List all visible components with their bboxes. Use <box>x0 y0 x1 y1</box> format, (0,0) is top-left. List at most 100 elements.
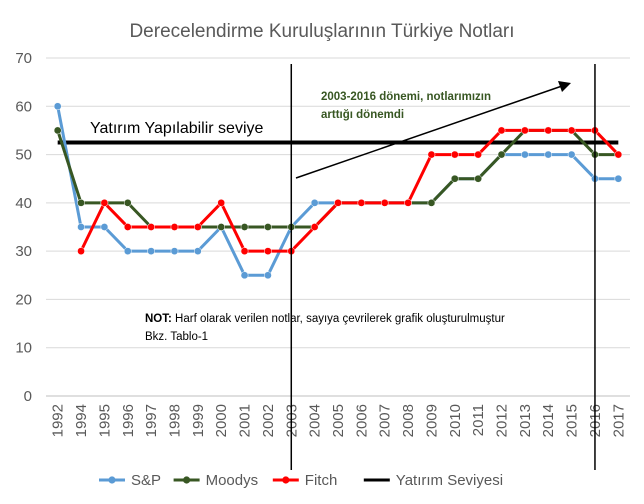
x-tick-label: 2002 <box>260 404 277 437</box>
x-tick-label: 1992 <box>50 404 67 437</box>
data-point-s-p <box>123 247 132 255</box>
x-tick-label: 2012 <box>494 404 511 437</box>
data-point-fitch <box>310 223 319 231</box>
data-point-s-p <box>264 271 272 280</box>
annotations: Yatırım Yapılabilir seviye 2003-2016 dön… <box>90 81 571 343</box>
data-point-moodys <box>77 199 85 207</box>
x-tick-label: 2013 <box>517 404 534 437</box>
data-point-s-p <box>567 150 576 159</box>
data-point-s-p <box>53 102 62 111</box>
data-point-fitch <box>334 199 342 207</box>
legend-label: Fitch <box>305 472 338 489</box>
legend-marker <box>282 476 290 484</box>
data-point-s-p <box>240 271 249 280</box>
legend: S&P Moodys Fitch Yatırım Seviyesi <box>99 472 503 489</box>
data-point-fitch <box>100 199 109 207</box>
data-point-fitch <box>240 247 249 255</box>
data-point-moodys <box>450 174 459 183</box>
legend-label: Yatırım Seviyesi <box>396 472 503 489</box>
x-tick-label: 2008 <box>400 404 417 437</box>
data-point-s-p <box>170 247 179 255</box>
series-fitch <box>77 126 623 255</box>
x-tick-label: 2005 <box>330 404 347 437</box>
x-tick-label: 2007 <box>377 404 394 437</box>
legend-item-fitch: Fitch <box>272 472 338 489</box>
note-text: NOT: Harf olarak verilen notlar, sayıya … <box>145 313 505 325</box>
data-point-s-p <box>193 247 202 255</box>
data-point-s-p <box>100 223 109 231</box>
note-line2: Bkz. Tablo-1 <box>145 331 208 343</box>
data-point-fitch <box>614 150 623 159</box>
data-point-fitch <box>427 150 436 159</box>
y-tick-label: 30 <box>15 243 32 260</box>
x-tick-label: 1999 <box>190 404 207 437</box>
vertical-markers <box>290 64 596 470</box>
x-tick-label: 2010 <box>447 404 464 437</box>
data-point-moodys <box>123 199 132 207</box>
y-tick-label: 0 <box>24 388 32 405</box>
series-group <box>53 102 623 280</box>
data-point-fitch <box>77 247 85 255</box>
x-tick-label: 2015 <box>564 404 581 437</box>
x-tick-label: 2009 <box>423 404 440 437</box>
period-annotation-line2: arttığı dönemdi <box>321 109 404 121</box>
x-tick-label: 2004 <box>307 404 324 437</box>
x-tick-label: 2001 <box>237 404 254 437</box>
x-tick-label: 1996 <box>120 404 137 437</box>
legend-item-moodys: Moodys <box>173 472 259 489</box>
x-tick-label: 1997 <box>143 404 160 437</box>
y-tick-label: 70 <box>15 50 32 67</box>
data-point-fitch <box>544 126 553 135</box>
period-annotation-line1: 2003-2016 dönemi, notlarımızın <box>321 91 491 103</box>
data-point-fitch <box>380 199 389 207</box>
y-tick-label: 10 <box>15 340 32 357</box>
data-point-moodys <box>474 174 483 183</box>
legend-marker <box>108 476 116 484</box>
legend-label: S&P <box>131 472 161 489</box>
x-axis: 1992 1994 1995 1996 1997 1998 1999 2000 2001 2002… <box>50 404 628 437</box>
chart-title: Derecelendirme Kuruluşlarının Türkiye No… <box>129 21 514 42</box>
data-point-moodys <box>264 223 272 231</box>
data-point-s-p <box>521 150 529 159</box>
data-point-fitch <box>193 223 202 231</box>
legend-item-yat-r-m-seviyesi: Yatırım Seviyesi <box>363 472 503 489</box>
data-point-fitch <box>474 150 483 159</box>
note-bold: NOT: <box>145 313 172 325</box>
investment-label: Yatırım Yapılabilir seviye <box>90 120 264 137</box>
note-line1: Harf olarak verilen notlar, sayıya çevri… <box>172 313 505 325</box>
data-point-fitch <box>521 126 529 135</box>
data-point-moodys <box>240 223 249 231</box>
y-tick-label: 40 <box>15 195 32 212</box>
data-point-moodys <box>217 223 226 231</box>
data-point-moodys <box>53 126 62 135</box>
x-tick-label: 2000 <box>213 404 230 437</box>
data-point-fitch <box>170 223 179 231</box>
data-point-s-p <box>614 174 623 183</box>
legend-label: Moodys <box>206 472 259 489</box>
x-tick-label: 1995 <box>96 404 113 437</box>
y-tick-label: 20 <box>15 291 32 308</box>
data-point-moodys <box>497 150 506 159</box>
x-tick-label: 2006 <box>353 404 370 437</box>
data-point-s-p <box>77 223 85 231</box>
data-point-fitch <box>357 199 366 207</box>
x-tick-label: 1994 <box>73 404 90 437</box>
x-tick-label: 1998 <box>166 404 183 437</box>
series-line-fitch <box>79 128 620 253</box>
data-point-fitch <box>497 126 506 135</box>
legend-marker <box>183 476 191 484</box>
data-point-fitch <box>450 150 459 159</box>
trend-arrow-line <box>295 85 563 179</box>
legend-item-s-p: S&P <box>99 472 161 489</box>
y-axis: 0 10 20 30 40 50 60 70 <box>15 50 32 405</box>
data-point-s-p <box>544 150 553 159</box>
x-tick-label: 2014 <box>540 404 557 437</box>
data-point-moodys <box>427 199 436 207</box>
data-point-s-p <box>147 247 155 255</box>
trend-arrow-head <box>558 81 571 92</box>
data-point-fitch <box>217 199 226 207</box>
data-point-fitch <box>264 247 272 255</box>
y-tick-label: 60 <box>15 98 32 115</box>
